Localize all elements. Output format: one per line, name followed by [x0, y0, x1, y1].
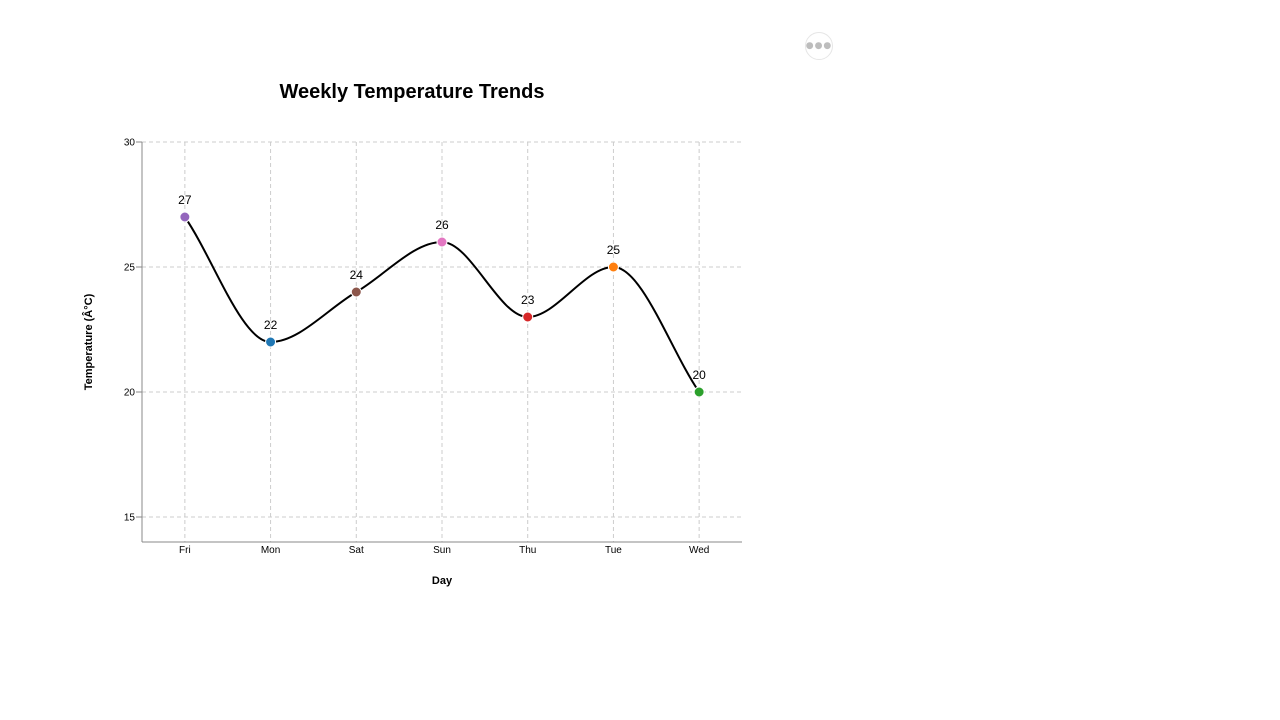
x-tick-label: Tue — [605, 545, 622, 556]
data-point — [693, 386, 705, 398]
data-point — [265, 336, 277, 348]
data-label: 25 — [607, 243, 621, 257]
chart-title: Weekly Temperature Trends — [280, 81, 545, 103]
data-label: 27 — [178, 193, 192, 207]
y-axis-label: Temperature (Â°C) — [82, 293, 95, 390]
data-label: 26 — [435, 218, 449, 232]
data-label: 22 — [264, 318, 278, 332]
data-point — [522, 311, 534, 323]
data-point — [179, 211, 191, 223]
x-tick-label: Fri — [179, 545, 191, 556]
x-axis-label: Day — [432, 575, 453, 587]
x-tick-label: Mon — [261, 545, 280, 556]
series — [179, 211, 705, 398]
grid — [142, 141, 742, 542]
y-tick-label: 20 — [124, 388, 136, 399]
x-tick-label: Thu — [519, 545, 536, 556]
y-tick-label: 15 — [124, 513, 136, 524]
more-horizontal-icon: ●●● — [805, 40, 833, 51]
x-tick-label: Sun — [433, 545, 451, 556]
more-options-button[interactable]: ●●● — [805, 32, 833, 60]
y-tick-label: 30 — [124, 138, 136, 149]
x-tick-label: Wed — [689, 545, 709, 556]
y-tick-label: 25 — [124, 263, 136, 274]
data-labels: 27 22 24 26 23 25 20 — [178, 193, 706, 382]
data-label: 23 — [521, 293, 535, 307]
data-label: 24 — [350, 268, 364, 282]
axes: 15 20 25 30 Fri Mon Sat Sun Thu Tue Wed — [124, 138, 742, 556]
data-label: 20 — [692, 368, 706, 382]
data-point — [350, 286, 362, 298]
data-point — [436, 236, 448, 248]
data-point — [607, 261, 619, 273]
x-tick-label: Sat — [349, 545, 364, 556]
